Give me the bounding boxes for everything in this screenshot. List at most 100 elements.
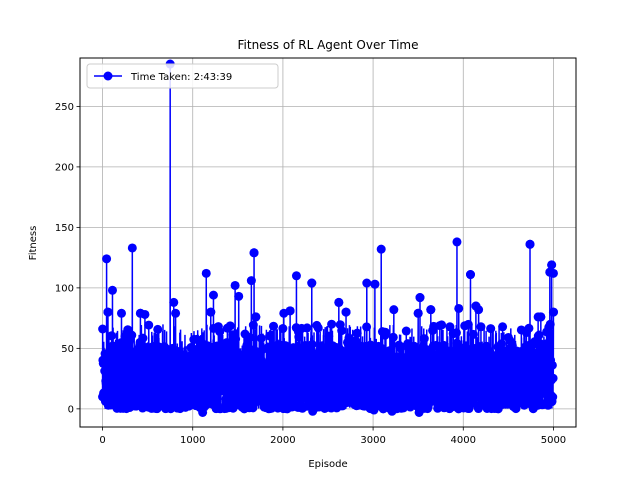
data-point	[540, 380, 550, 390]
data-point	[548, 268, 558, 278]
data-point	[215, 327, 225, 337]
data-point	[498, 322, 508, 332]
data-point	[512, 346, 522, 356]
y-tick-label: 200	[55, 162, 74, 173]
data-point	[362, 278, 372, 288]
data-point	[370, 279, 380, 289]
data-point	[146, 348, 156, 358]
data-point	[307, 339, 317, 349]
data-point	[122, 367, 132, 377]
data-point	[256, 333, 266, 343]
data-point	[119, 375, 129, 385]
data-point	[545, 319, 555, 329]
series-markers	[98, 59, 558, 417]
data-point	[288, 343, 298, 353]
data-point	[313, 323, 323, 333]
data-point	[327, 319, 337, 329]
data-point	[529, 356, 539, 366]
data-point	[396, 343, 406, 353]
data-point	[476, 322, 486, 332]
data-point	[325, 372, 335, 382]
data-point	[285, 306, 295, 316]
data-point	[524, 323, 534, 333]
legend-marker	[103, 71, 113, 81]
data-point	[171, 308, 181, 318]
data-point	[278, 324, 288, 334]
y-tick-label: 100	[55, 283, 74, 294]
data-point	[525, 239, 535, 249]
data-point	[249, 248, 259, 258]
data-point	[127, 330, 137, 340]
data-point	[547, 360, 557, 370]
data-point	[415, 293, 425, 303]
data-point	[234, 291, 244, 301]
data-point	[239, 374, 249, 383]
data-point	[445, 322, 455, 332]
data-point	[465, 383, 475, 393]
data-point	[246, 276, 256, 286]
y-axis-label: Fitness	[28, 226, 39, 261]
x-axis: 0 1000 2000 3000 4000 5000	[99, 427, 566, 446]
data-point	[225, 321, 235, 331]
data-point	[153, 324, 163, 334]
data-point	[451, 328, 461, 338]
data-point	[334, 297, 344, 307]
data-point	[107, 331, 117, 341]
data-point	[230, 280, 240, 290]
data-point	[534, 330, 544, 340]
data-point	[401, 326, 411, 336]
data-point	[504, 382, 514, 392]
data-point	[419, 334, 429, 344]
data-point	[200, 387, 210, 397]
data-point	[376, 343, 386, 353]
data-point	[355, 381, 365, 391]
x-tick-label: 0	[99, 435, 105, 446]
data-point	[169, 297, 179, 307]
data-point	[251, 312, 261, 322]
x-axis-label: Episode	[308, 459, 347, 470]
data-point	[307, 278, 317, 288]
data-point	[277, 356, 287, 366]
series-fitness	[98, 59, 558, 417]
data-point	[231, 334, 241, 344]
data-point	[369, 405, 379, 415]
data-point	[380, 327, 390, 337]
data-point	[265, 331, 275, 341]
data-point	[393, 368, 403, 378]
data-point	[413, 308, 423, 318]
data-point	[389, 305, 399, 315]
data-point	[293, 378, 303, 388]
data-point	[541, 339, 551, 349]
data-point	[138, 333, 148, 343]
data-point	[248, 320, 258, 330]
data-point	[269, 321, 279, 331]
data-point	[458, 343, 468, 353]
data-point	[304, 383, 314, 393]
data-point	[497, 339, 507, 349]
data-point	[245, 333, 255, 342]
y-tick-label: 50	[61, 344, 74, 355]
data-point	[528, 349, 538, 359]
y-tick-label: 150	[55, 223, 74, 234]
data-point	[107, 285, 117, 295]
x-tick-label: 4000	[451, 435, 476, 446]
data-point	[423, 383, 433, 393]
legend: Time Taken: 2:43:39	[86, 63, 279, 89]
x-tick-label: 5000	[541, 435, 566, 446]
data-point	[437, 320, 447, 330]
data-point	[454, 303, 464, 313]
data-point	[452, 237, 462, 247]
data-point	[308, 406, 318, 416]
data-point	[188, 370, 198, 380]
plot-frame	[79, 57, 577, 428]
y-tick-label: 250	[55, 102, 74, 113]
data-point	[198, 407, 208, 417]
data-point	[547, 260, 557, 270]
data-point	[348, 352, 358, 362]
data-point	[465, 270, 475, 280]
data-point	[140, 309, 150, 319]
data-point	[407, 379, 417, 389]
data-point	[307, 348, 317, 358]
data-point	[426, 305, 436, 315]
